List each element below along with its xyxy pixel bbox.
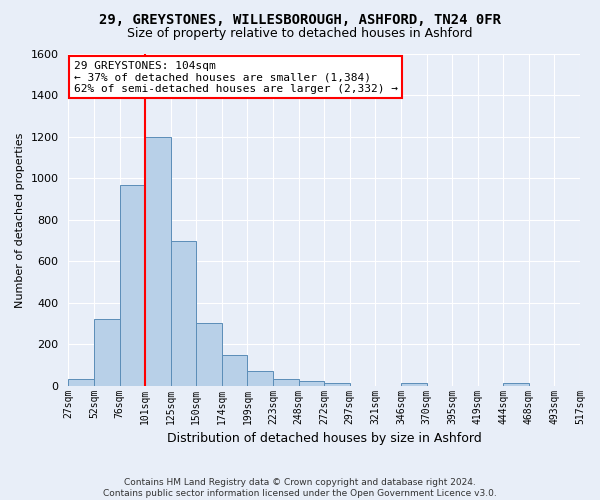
Bar: [324, 382, 350, 386]
Bar: [119, 184, 145, 386]
Bar: [273, 380, 299, 386]
Bar: [401, 382, 427, 386]
Bar: [299, 382, 324, 386]
Text: Size of property relative to detached houses in Ashford: Size of property relative to detached ho…: [127, 28, 473, 40]
Y-axis label: Number of detached properties: Number of detached properties: [15, 132, 25, 308]
X-axis label: Distribution of detached houses by size in Ashford: Distribution of detached houses by size …: [167, 432, 482, 445]
Bar: [222, 354, 247, 386]
Bar: [196, 324, 222, 386]
Bar: [94, 320, 119, 386]
Bar: [145, 137, 171, 386]
Bar: [171, 240, 196, 386]
Bar: [68, 380, 94, 386]
Bar: [503, 382, 529, 386]
Text: 29 GREYSTONES: 104sqm
← 37% of detached houses are smaller (1,384)
62% of semi-d: 29 GREYSTONES: 104sqm ← 37% of detached …: [74, 60, 398, 94]
Bar: [247, 371, 273, 386]
Text: Contains HM Land Registry data © Crown copyright and database right 2024.
Contai: Contains HM Land Registry data © Crown c…: [103, 478, 497, 498]
Text: 29, GREYSTONES, WILLESBOROUGH, ASHFORD, TN24 0FR: 29, GREYSTONES, WILLESBOROUGH, ASHFORD, …: [99, 12, 501, 26]
